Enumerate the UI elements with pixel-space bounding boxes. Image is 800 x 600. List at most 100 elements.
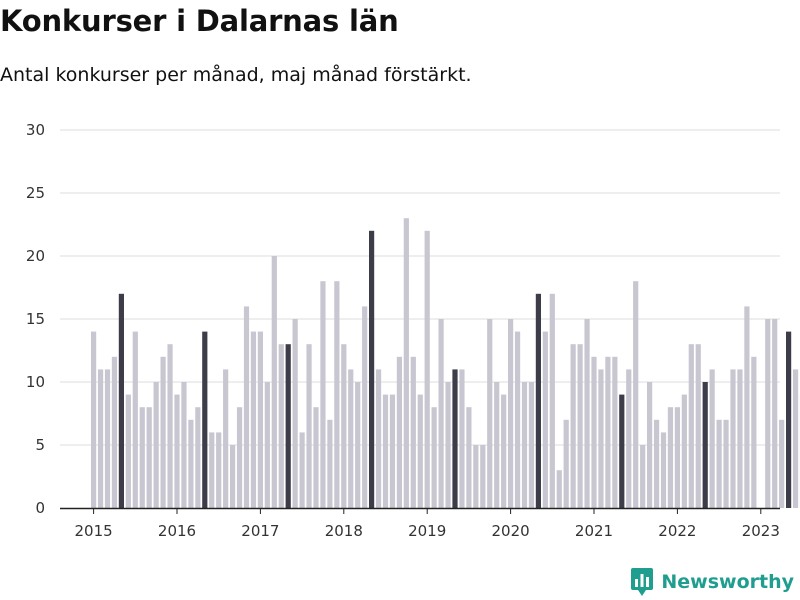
bar [167,344,173,508]
bar [688,344,694,508]
bar [737,369,743,508]
bar [264,382,270,508]
y-tick-label: 20 [26,247,45,265]
bar [243,306,250,508]
bar [341,344,347,508]
bar [153,382,159,508]
bar [591,356,597,508]
x-tick-label: 2022 [658,522,696,540]
bar [97,369,104,508]
y-tick-label: 25 [26,184,45,202]
bar [584,319,590,508]
bar [605,356,611,508]
bar [132,331,138,508]
bar [125,394,131,508]
bar [549,293,555,508]
bar [751,356,757,508]
bar [396,356,402,508]
bar [647,382,653,508]
bar [146,407,152,508]
bar [487,319,493,508]
x-tick-label: 2017 [241,522,279,540]
x-tick-label: 2020 [492,522,530,540]
bar [369,230,375,509]
bar [209,432,215,508]
bar [181,382,187,508]
bar [709,369,715,508]
newsworthy-brand[interactable]: Newsworthy [631,568,794,596]
bar [417,394,423,508]
bar [445,382,451,508]
bar [514,331,521,508]
chart-title: Konkurser i Dalarnas län [0,4,399,38]
bar [786,331,792,508]
bar [410,356,416,508]
bar [653,419,660,508]
bar [355,382,361,508]
bar [111,356,118,508]
bar [466,407,472,508]
bar [334,281,340,508]
bar [501,394,507,508]
bar [765,319,771,508]
brand-name: Newsworthy [661,571,794,593]
bar [230,445,236,508]
bar [257,331,263,508]
x-tick-label: 2015 [75,522,113,540]
bar [528,382,535,508]
bar [202,331,208,508]
bar [306,344,312,508]
bar [723,419,729,508]
bar [459,369,465,508]
bar [570,344,576,508]
x-tick-label: 2016 [158,522,196,540]
bar [640,445,646,508]
bar [382,394,389,508]
x-tick-label: 2019 [408,522,446,540]
bar [271,256,277,508]
bar [299,432,305,508]
bar [104,369,111,508]
bar [348,369,354,508]
x-tick-label: 2023 [742,522,780,540]
bar [633,281,639,508]
y-tick-label: 0 [35,499,45,517]
newsworthy-logo-icon [631,568,654,596]
bar [452,369,458,508]
bar [674,407,680,508]
bar [626,369,632,508]
bar [535,293,541,508]
y-tick-label: 30 [26,121,45,139]
bar [473,445,479,508]
bar [480,445,486,508]
bar [403,218,409,508]
y-tick-label: 5 [35,436,45,454]
bar [431,407,437,508]
bar [744,306,750,508]
bar [438,319,444,508]
x-tick-label: 2021 [575,522,613,540]
bar [772,319,778,508]
bar [521,382,528,508]
bar [563,419,569,508]
bar [118,293,124,508]
bar [188,419,194,508]
bar [327,419,333,508]
bar [681,394,687,508]
bar [236,407,243,508]
bar [716,419,722,508]
bar [139,407,145,508]
y-tick-label: 10 [26,373,45,391]
bar [612,356,618,508]
bar [619,394,625,508]
bar [195,407,201,508]
bar [792,369,799,508]
bar [660,432,667,508]
bar [556,470,562,508]
y-tick-label: 15 [26,310,45,328]
bar [223,369,229,508]
bar [174,394,180,508]
bar [577,344,583,508]
bar [320,281,326,508]
